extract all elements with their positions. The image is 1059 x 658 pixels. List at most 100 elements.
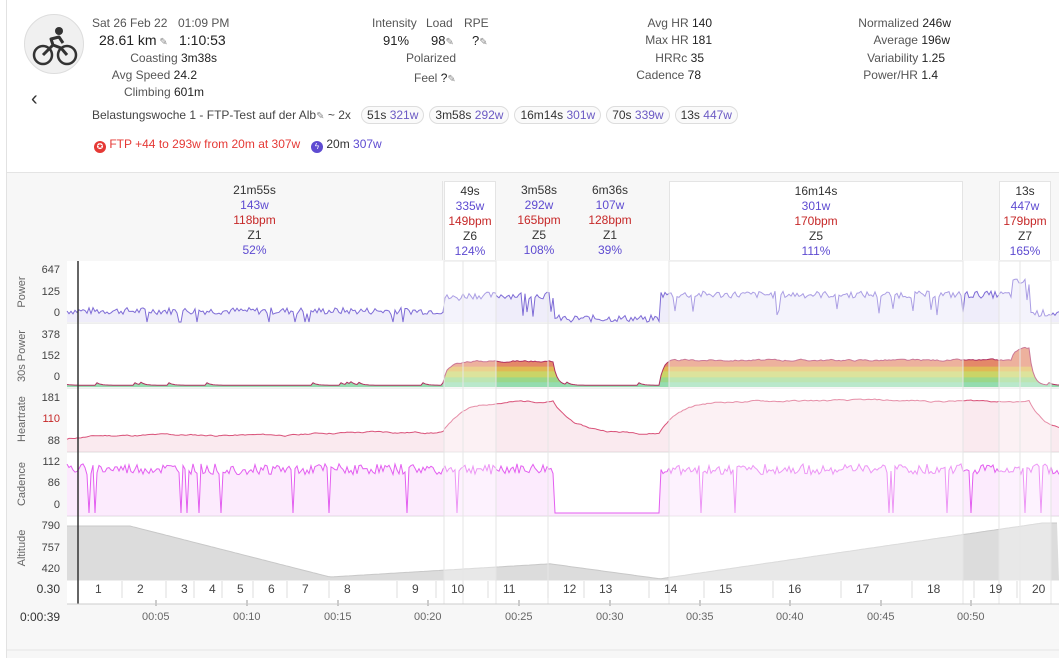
power-trace-line bbox=[66, 278, 1059, 324]
back-chevron-icon[interactable]: ‹ bbox=[31, 88, 38, 110]
interval-band-1 bbox=[668, 260, 964, 605]
tilde-text: ~ bbox=[327, 108, 335, 122]
lap-5[interactable]: 5 bbox=[237, 582, 244, 596]
activity-duration: 1:10:53 bbox=[179, 32, 226, 48]
power-hr-value: 1.4 bbox=[921, 68, 938, 82]
panel-bg-2 bbox=[67, 389, 1059, 452]
interval-box-1[interactable]: 49s 335w 149bpm Z6 124% bbox=[444, 181, 496, 260]
lap-18[interactable]: 18 bbox=[927, 582, 941, 596]
feel-stat[interactable]: Feel ?✎ bbox=[414, 71, 456, 85]
lap-9[interactable]: 9 bbox=[412, 582, 419, 596]
interval-box-5[interactable]: 13s 447w 179bpm Z7 165% bbox=[999, 181, 1051, 260]
cycling-icon bbox=[24, 14, 84, 74]
avg-hr-label: Avg HR bbox=[647, 16, 689, 30]
altitude-tick-max: 790 bbox=[41, 520, 60, 532]
x-tick-label: 00:10 bbox=[233, 611, 261, 623]
lap-6[interactable]: 6 bbox=[268, 582, 275, 596]
avg-hr-stat: Avg HR 140 bbox=[602, 16, 712, 30]
interval-zone: Z5 bbox=[531, 228, 546, 242]
variability-stat: Variability 1.25 bbox=[827, 51, 945, 65]
power30-tick-max: 378 bbox=[41, 329, 60, 341]
interval-box-4[interactable]: 16m14s 301w 170bpm Z5 111% bbox=[669, 181, 963, 260]
power-tick-mid: 125 bbox=[41, 286, 60, 298]
interval-box-3[interactable]: 6m36s 107w 128bpm Z1 39% bbox=[580, 181, 640, 260]
interval-hr: 128bpm bbox=[588, 213, 632, 227]
cadence-trace-line bbox=[66, 462, 1059, 514]
x-tick-label: 00:20 bbox=[414, 611, 442, 623]
lap-20[interactable]: 20 bbox=[1032, 582, 1046, 596]
interval-zone: Z6 bbox=[462, 229, 477, 243]
repeat-count: 2x bbox=[338, 108, 351, 122]
altitude-tick-mid: 757 bbox=[41, 542, 60, 554]
x-tick-label: 00:40 bbox=[776, 611, 804, 623]
interval-power: 335w bbox=[455, 199, 485, 213]
hrrc-stat: HRRc 35 bbox=[602, 51, 704, 65]
left-border bbox=[6, 0, 7, 658]
intensity-label: Intensity bbox=[372, 16, 417, 30]
interval-hr: 179bpm bbox=[1003, 214, 1047, 228]
x-tick-label: 00:05 bbox=[142, 611, 170, 623]
twenty-min-power[interactable]: ϟ 20m 307w bbox=[311, 137, 382, 153]
edit-pencil-icon[interactable]: ✎ bbox=[156, 37, 168, 48]
lap-12[interactable]: 12 bbox=[563, 582, 577, 596]
avg-speed-value: 24.2 bbox=[173, 68, 197, 82]
cadence-trace-area bbox=[67, 463, 1059, 516]
chip-duration: 16m14s bbox=[520, 108, 564, 122]
altitude-area bbox=[67, 523, 1059, 580]
power-tick-min: 0 bbox=[53, 307, 60, 319]
chip-3[interactable]: 70s 339w bbox=[606, 106, 670, 124]
cadence-value: 78 bbox=[687, 68, 701, 82]
load-value[interactable]: 98✎ bbox=[431, 33, 454, 48]
lap-8[interactable]: 8 bbox=[344, 582, 351, 596]
coasting-value: 3m38s bbox=[180, 51, 217, 65]
lap-10[interactable]: 10 bbox=[451, 582, 465, 596]
interval-box-2[interactable]: 3m58s 292w 165bpm Z5 108% bbox=[500, 181, 578, 260]
avg-hr-value: 140 bbox=[691, 16, 712, 30]
normalized-label: Normalized bbox=[858, 16, 919, 30]
power-trace-area bbox=[67, 279, 1059, 322]
lap-2[interactable]: 2 bbox=[137, 582, 144, 596]
lap-19[interactable]: 19 bbox=[989, 582, 1003, 596]
rpe-label: RPE bbox=[464, 16, 489, 30]
power30-tick-mid: 152 bbox=[41, 350, 60, 362]
lap-17[interactable]: 17 bbox=[856, 582, 870, 596]
lap-11[interactable]: 11 bbox=[503, 582, 516, 596]
normalized-stat: Normalized 246w bbox=[827, 16, 951, 30]
hr-line bbox=[66, 398, 1059, 440]
lap-13[interactable]: 13 bbox=[599, 582, 613, 596]
edit-load-pencil-icon[interactable]: ✎ bbox=[445, 37, 454, 48]
avg-speed-stat: Avg Speed 24.2 bbox=[82, 68, 197, 82]
ftp-change[interactable]: ✪ FTP +44 to 293w from 20m at 307w bbox=[94, 137, 300, 153]
edit-rpe-pencil-icon[interactable]: ✎ bbox=[479, 37, 488, 48]
lap-4[interactable]: 4 bbox=[209, 582, 216, 596]
x-tick-label: 00:35 bbox=[686, 611, 714, 623]
chip-2[interactable]: 16m14s 301w bbox=[514, 106, 602, 124]
chip-duration: 3m58s bbox=[435, 108, 472, 122]
interval-power: 107w bbox=[595, 198, 625, 212]
lap-15[interactable]: 15 bbox=[719, 582, 733, 596]
activity-title[interactable]: Belastungswoche 1 - FTP-Test auf der Alb… bbox=[92, 108, 351, 122]
chip-duration: 70s bbox=[612, 108, 632, 122]
chip-4[interactable]: 13s 447w bbox=[674, 106, 738, 124]
lap-14[interactable]: 14 bbox=[664, 582, 678, 596]
bolt-icon: ϟ bbox=[311, 141, 323, 153]
lap-3[interactable]: 3 bbox=[181, 582, 188, 596]
chip-1[interactable]: 3m58s 292w bbox=[429, 106, 510, 124]
interval-hr: 165bpm bbox=[517, 213, 561, 227]
lap-16[interactable]: 16 bbox=[788, 582, 802, 596]
interval-box-0[interactable]: 21m55s 143w 118bpm Z1 52% bbox=[67, 181, 443, 260]
activity-distance[interactable]: 28.61 km ✎ bbox=[99, 32, 168, 48]
power30-line bbox=[66, 346, 1059, 386]
edit-feel-pencil-icon[interactable]: ✎ bbox=[447, 74, 456, 85]
lap-7[interactable]: 7 bbox=[302, 582, 309, 596]
lap-1[interactable]: 1 bbox=[95, 582, 102, 596]
chip-0[interactable]: 51s 321w bbox=[361, 106, 425, 124]
average-value: 196w bbox=[921, 33, 950, 47]
rpe-value[interactable]: ?✎ bbox=[472, 33, 488, 48]
edit-title-pencil-icon[interactable]: ✎ bbox=[316, 111, 325, 122]
power-tick-max: 647 bbox=[41, 264, 60, 276]
cadence-label: Cadence bbox=[636, 68, 685, 82]
x-tick-label: 00:45 bbox=[867, 611, 895, 623]
